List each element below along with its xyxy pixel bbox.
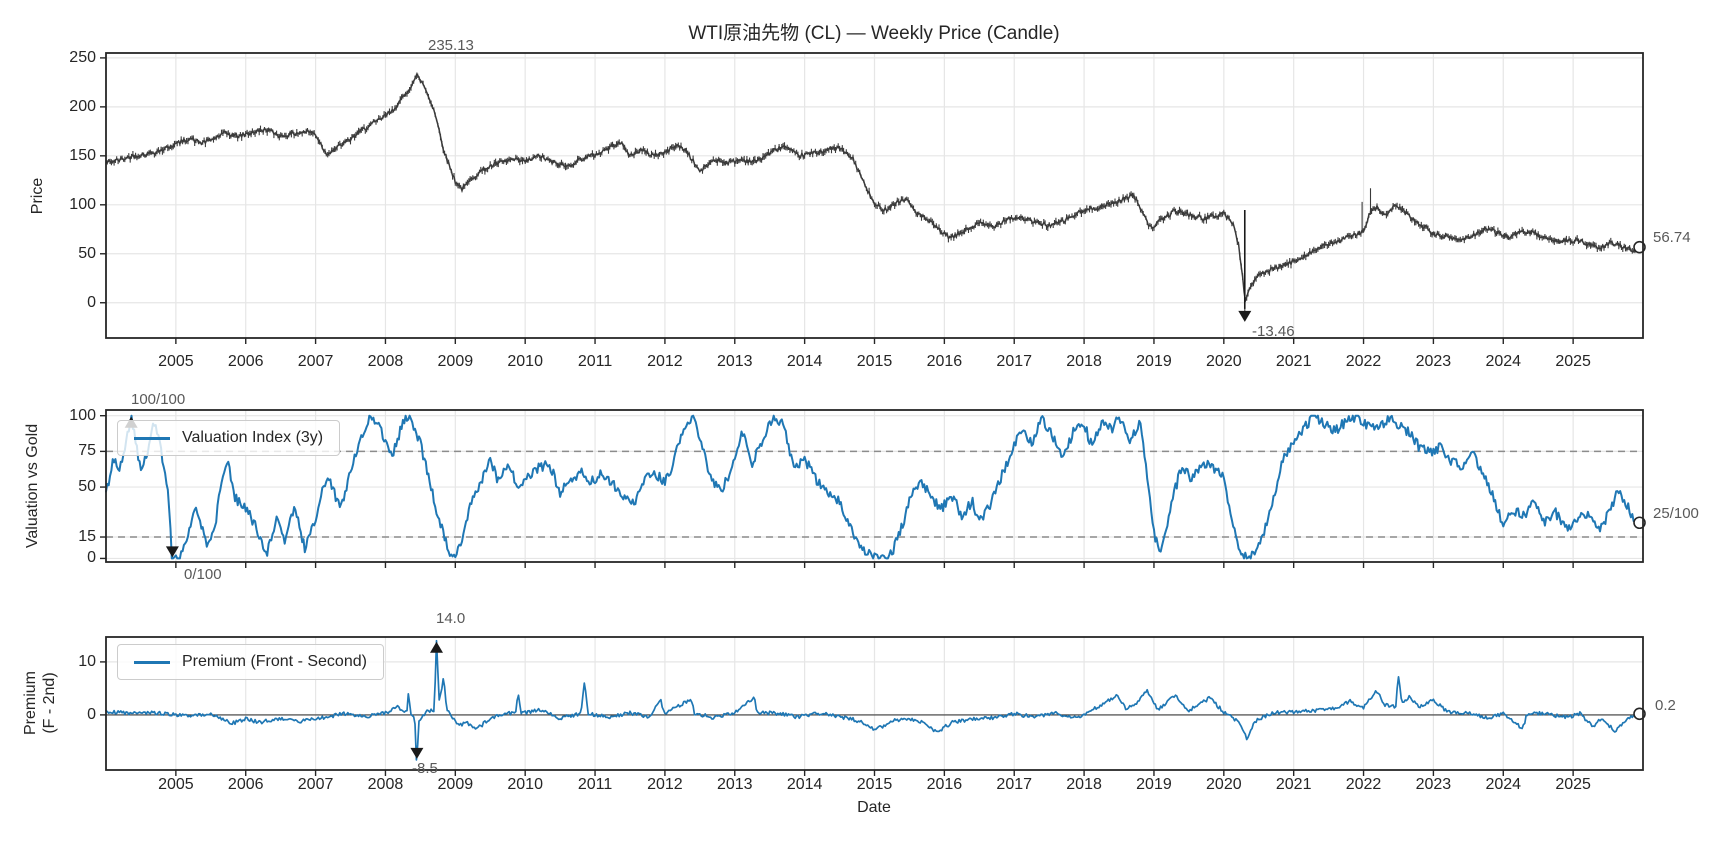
- x-tick-label-2023-bottom: 2023: [1415, 776, 1452, 793]
- legend-label-valuation: Valuation Index (3y): [182, 429, 324, 446]
- x-tick-label-2016-bottom: 2016: [926, 776, 963, 793]
- x-tick-label-2014-bottom: 2014: [786, 776, 823, 793]
- x-tick-label-2012-bottom: 2012: [647, 776, 683, 793]
- y-tick-label-panel2-15: 15: [78, 528, 96, 546]
- x-tick-label-2005-bottom: 2005: [158, 776, 194, 793]
- x-tick-label-2017: 2017: [996, 353, 1033, 370]
- y-tick-label-panel2-0: 0: [87, 549, 96, 567]
- annotation-premium-last: 0.2: [1655, 697, 1676, 714]
- annotation-price-min: -13.46: [1252, 323, 1295, 340]
- y-tick-label-panel3-10: 10: [78, 652, 96, 670]
- annotation-premium-min: -8.5: [412, 760, 438, 777]
- x-tick-label-2012: 2012: [647, 353, 683, 370]
- legend-valuation-index: Valuation Index (3y): [117, 420, 341, 456]
- x-tick-label-2021-bottom: 2021: [1275, 776, 1312, 793]
- x-tick-label-2020-bottom: 2020: [1206, 776, 1242, 793]
- x-tick-label-2007-bottom: 2007: [297, 776, 334, 793]
- y-tick-label-panel2-75: 75: [78, 442, 96, 460]
- y-axis-label-valuation: Valuation vs Gold: [24, 423, 41, 549]
- x-tick-label-2008: 2008: [367, 353, 404, 370]
- annotation-valuation-max: 100/100: [131, 391, 186, 408]
- y-tick-label-panel1-150: 150: [69, 146, 96, 164]
- x-tick-label-2021: 2021: [1275, 353, 1312, 370]
- x-tick-label-2011-bottom: 2011: [577, 776, 613, 793]
- legend-premium: Premium (Front - Second): [117, 644, 384, 680]
- chart-title: WTI原油先物 (CL) — Weekly Price (Candle): [688, 23, 1060, 44]
- x-tick-label-2025: 2025: [1555, 353, 1591, 370]
- x-tick-label-2006-bottom: 2006: [227, 776, 264, 793]
- x-tick-label-2025-bottom: 2025: [1555, 776, 1591, 793]
- x-tick-label-2013: 2013: [716, 353, 753, 370]
- y-axis-label-premium-line1: Premium: [22, 670, 39, 736]
- x-tick-label-2022: 2022: [1345, 353, 1382, 370]
- x-tick-label-2017-bottom: 2017: [996, 776, 1033, 793]
- x-tick-label-2006: 2006: [227, 353, 264, 370]
- legend-line-swatch-valuation: [134, 436, 170, 440]
- x-tick-label-2023: 2023: [1415, 353, 1452, 370]
- y-tick-label-panel1-50: 50: [78, 244, 96, 262]
- panel-1-price: [100, 52, 1646, 344]
- legend-label-premium: Premium (Front - Second): [182, 653, 367, 670]
- y-tick-label-panel2-50: 50: [78, 478, 96, 496]
- x-tick-label-2024: 2024: [1485, 353, 1522, 370]
- x-tick-label-2009: 2009: [437, 353, 474, 370]
- x-tick-label-2019-bottom: 2019: [1136, 776, 1172, 793]
- annotation-price-last: 56.74: [1653, 229, 1691, 246]
- panel-2-valuation: [100, 409, 1646, 568]
- x-tick-label-2024-bottom: 2024: [1485, 776, 1522, 793]
- legend-line-swatch-premium: [134, 660, 170, 664]
- x-axis-label: Date: [857, 799, 891, 816]
- x-tick-label-2010-bottom: 2010: [507, 776, 543, 793]
- y-tick-label-panel1-250: 250: [69, 48, 96, 66]
- y-tick-label-panel2-100: 100: [69, 406, 96, 424]
- annotation-price-max: 235.13: [428, 37, 474, 54]
- x-tick-label-2013-bottom: 2013: [716, 776, 753, 793]
- x-tick-label-2018: 2018: [1066, 353, 1102, 370]
- annotation-valuation-last: 25/100: [1653, 505, 1699, 522]
- x-tick-label-2010: 2010: [507, 353, 543, 370]
- y-tick-label-panel1-200: 200: [69, 97, 96, 115]
- y-axis-label-price: Price: [29, 177, 46, 215]
- x-tick-label-2008-bottom: 2008: [367, 776, 404, 793]
- x-tick-label-2016: 2016: [926, 353, 963, 370]
- x-tick-label-2015-bottom: 2015: [856, 776, 893, 793]
- y-tick-label-panel3-0: 0: [87, 705, 96, 723]
- x-tick-label-2005: 2005: [158, 353, 194, 370]
- y-axis-label-premium: Premium (F - 2nd): [21, 671, 59, 735]
- y-tick-label-panel1-0: 0: [87, 293, 96, 311]
- x-tick-label-2011: 2011: [577, 353, 613, 370]
- x-tick-label-2022-bottom: 2022: [1345, 776, 1382, 793]
- x-tick-label-2014: 2014: [786, 353, 823, 370]
- x-tick-label-2020: 2020: [1206, 353, 1242, 370]
- y-axis-label-premium-line2: (F - 2nd): [41, 672, 58, 734]
- x-tick-label-2015: 2015: [856, 353, 893, 370]
- annotation-valuation-min: 0/100: [184, 566, 222, 583]
- y-tick-label-panel1-100: 100: [69, 195, 96, 213]
- x-tick-label-2009-bottom: 2009: [437, 776, 474, 793]
- x-tick-label-2018-bottom: 2018: [1066, 776, 1102, 793]
- annotation-premium-max: 14.0: [436, 610, 466, 627]
- x-tick-label-2019: 2019: [1136, 353, 1172, 370]
- x-tick-label-2007: 2007: [297, 353, 334, 370]
